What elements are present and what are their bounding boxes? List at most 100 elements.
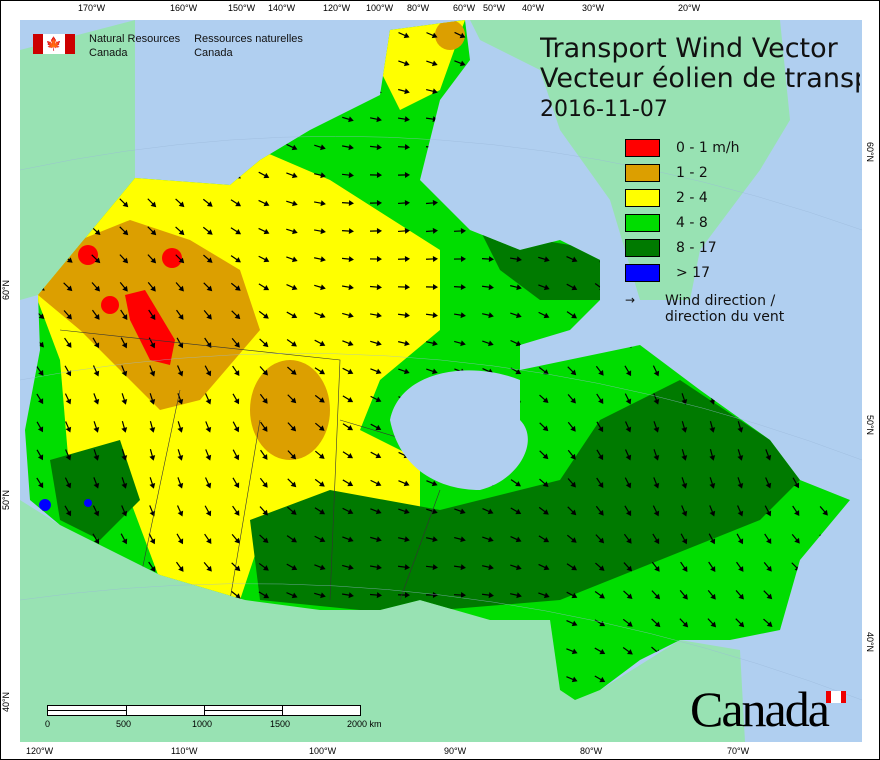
wind-arrow	[341, 172, 354, 179]
legend-item: 4 - 8	[625, 210, 784, 235]
wind-arrow	[595, 365, 604, 376]
wind-arrow	[398, 88, 410, 95]
wind-arrow	[510, 284, 522, 291]
wind-arrow	[623, 533, 632, 544]
wind-arrow	[482, 536, 494, 543]
zone-1-2-c	[435, 20, 465, 50]
wind-arrow	[93, 449, 100, 461]
wind-arrow	[342, 451, 354, 459]
wind-arrow	[286, 592, 298, 599]
zone-0-1-d	[101, 296, 119, 314]
wind-arrow	[91, 309, 100, 320]
wind-arrow	[681, 477, 688, 489]
org-name-en: Natural Resources Canada	[89, 33, 181, 59]
wind-arrow	[287, 366, 297, 375]
wind-arrow	[287, 450, 297, 460]
wind-arrow	[623, 590, 633, 600]
wind-arrow	[258, 171, 270, 179]
wind-arrow	[203, 310, 212, 320]
wind-arrow	[707, 589, 716, 600]
wind-arrow	[481, 284, 494, 291]
wind-arrow	[259, 338, 269, 348]
wind-arrow	[313, 228, 326, 235]
zone-8-17	[250, 380, 800, 610]
wind-arrow	[652, 365, 660, 377]
wind-arrow	[763, 561, 772, 572]
wind-arrow	[596, 477, 604, 489]
wind-arrow	[567, 394, 576, 404]
wind-arrow	[177, 421, 184, 433]
wind-arrow	[652, 505, 660, 517]
wind-arrow	[64, 505, 72, 517]
wind-arrow	[341, 200, 354, 207]
wind-arrow	[369, 227, 382, 234]
wind-arrow	[121, 505, 128, 517]
wind-arrow	[539, 422, 549, 432]
wind-arrow	[313, 200, 326, 207]
wind-arrow	[36, 477, 44, 489]
wind-arrow	[314, 535, 326, 543]
wind-arrow	[765, 449, 772, 461]
wind-arrow	[736, 533, 744, 545]
wind-arrow	[314, 312, 326, 319]
wind-arrow	[737, 449, 744, 461]
wind-arrow	[651, 561, 660, 572]
wind-arrow	[567, 478, 576, 488]
wind-arrow	[259, 393, 268, 404]
zone-8-17-west	[50, 440, 140, 540]
scale-label: 1000	[192, 719, 213, 729]
wind-arrow	[342, 479, 354, 487]
top-tick: 80°W	[407, 3, 430, 13]
wind-arrow	[707, 618, 717, 628]
wind-arrow	[369, 284, 382, 291]
wind-arrow	[623, 562, 633, 572]
zone-gt17	[39, 499, 51, 511]
arrow-icon: →	[625, 293, 636, 307]
left-tick: 60°N	[1, 279, 12, 301]
wind-arrow	[482, 508, 494, 515]
wind-arrow	[453, 227, 466, 234]
province-borders	[59, 329, 441, 601]
wind-arrow	[709, 421, 716, 433]
wind-arrow	[203, 254, 213, 263]
wind-arrow	[596, 449, 604, 461]
wind-arrow	[370, 508, 382, 515]
wind-arrow	[567, 506, 577, 516]
wind-arrow	[566, 591, 578, 599]
wind-arrow	[737, 421, 744, 433]
wind-arrow	[397, 227, 410, 234]
wind-arrow	[149, 449, 156, 461]
wind-arrow	[538, 506, 549, 515]
wind-arrow	[205, 449, 212, 461]
wind-arrow	[259, 506, 269, 516]
wind-arrow	[232, 365, 240, 376]
wind-arrow	[176, 505, 184, 517]
wind-arrow	[342, 536, 354, 543]
wind-arrow	[203, 562, 212, 572]
wind-arrow	[203, 282, 213, 292]
wind-arrow	[369, 592, 382, 599]
wind-arrow	[286, 311, 298, 319]
wind-arrow	[204, 337, 212, 348]
wind-arrow	[93, 477, 100, 489]
zone-0-1	[125, 290, 175, 365]
legend-swatch	[625, 213, 660, 232]
wind-arrow	[681, 449, 688, 461]
wind-arrow	[510, 592, 522, 599]
wind-arrow	[148, 309, 156, 321]
wind-arrow	[314, 172, 326, 179]
wind-arrow	[259, 366, 268, 376]
wind-arrow	[482, 564, 494, 571]
wind-arrow	[567, 366, 577, 376]
wind-arrow	[314, 144, 326, 151]
legend-item: 1 - 2	[625, 160, 784, 185]
wind-arrow	[286, 563, 298, 571]
wind-arrow	[314, 284, 326, 291]
wind-arrow	[681, 505, 688, 517]
wind-arrow	[510, 479, 521, 487]
zone-0-1-c	[162, 248, 182, 268]
wind-arrow	[596, 393, 604, 405]
wind-arrow	[370, 423, 382, 431]
wind-arrow	[341, 284, 354, 291]
wind-arrow	[681, 421, 688, 433]
